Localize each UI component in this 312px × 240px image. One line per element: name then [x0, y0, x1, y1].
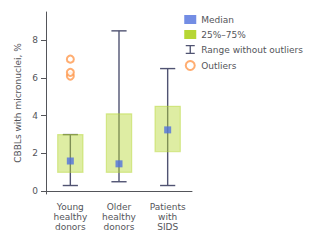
svg-text:healthy: healthy — [102, 212, 136, 222]
svg-text:Young: Young — [56, 202, 84, 212]
svg-text:4: 4 — [32, 111, 38, 121]
svg-text:Range without outliers: Range without outliers — [201, 45, 303, 55]
svg-text:donors: donors — [104, 222, 135, 232]
svg-text:Outliers: Outliers — [201, 61, 237, 71]
svg-text:0: 0 — [32, 186, 38, 196]
svg-text:Patients: Patients — [150, 202, 186, 212]
svg-text:6: 6 — [32, 73, 38, 83]
svg-text:healthy: healthy — [53, 212, 87, 222]
svg-text:Median: Median — [201, 15, 234, 25]
svg-text:25%–75%: 25%–75% — [201, 30, 246, 40]
svg-text:donors: donors — [55, 222, 86, 232]
svg-text:Older: Older — [107, 202, 132, 212]
svg-text:8: 8 — [32, 35, 38, 45]
svg-text:CBBLs with micronuclei, %: CBBLs with micronuclei, % — [13, 43, 23, 163]
svg-text:with: with — [158, 212, 177, 222]
svg-text:2: 2 — [32, 148, 38, 158]
svg-text:SIDS: SIDS — [157, 222, 178, 232]
